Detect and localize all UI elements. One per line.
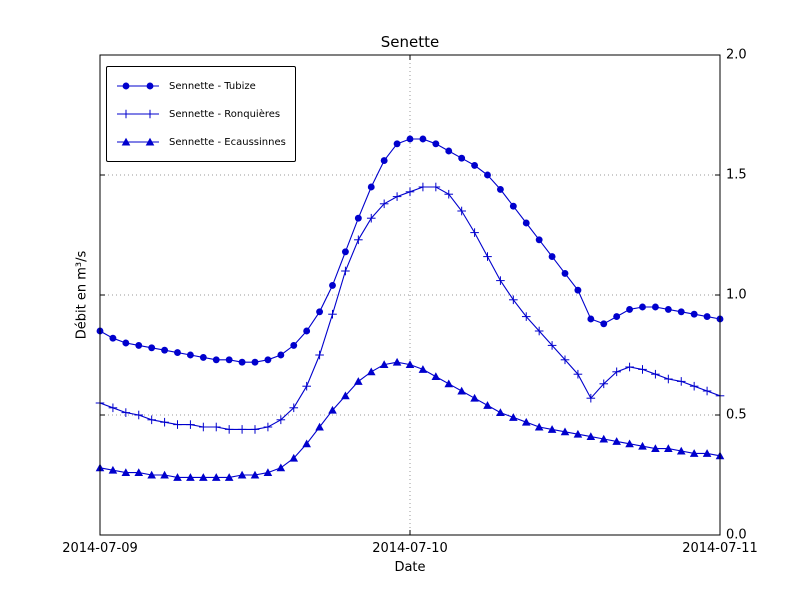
legend-item-ronquieres: Sennette - Ronquières <box>115 100 287 128</box>
series-1 <box>95 182 725 434</box>
y-tick-label-4: 2.0 <box>726 47 747 63</box>
x-tick-label-0: 2014-07-09 <box>62 541 138 556</box>
y-tick-label-1: 0.5 <box>726 407 747 423</box>
x-tick-label-2: 2014-07-11 <box>682 541 758 556</box>
series-0 <box>96 135 724 366</box>
series-2 <box>95 357 725 481</box>
y-tick-label-2: 1.0 <box>726 287 747 303</box>
legend-item-tubize: Sennette - Tubize <box>115 72 287 100</box>
legend: Sennette - Tubize Sennette - Ronquières … <box>106 66 296 162</box>
y-tick-label-0: 0.0 <box>726 527 747 543</box>
y-tick-label-3: 1.5 <box>726 167 747 183</box>
x-axis-label: Date <box>394 560 426 575</box>
legend-label-tubize: Sennette - Tubize <box>169 80 256 92</box>
x-tick-label-1: 2014-07-10 <box>372 541 448 556</box>
chart-title: Senette <box>380 33 440 51</box>
triangle-marker-icon <box>117 137 159 146</box>
legend-label-ecaussinnes: Sennette - Ecaussinnes <box>169 136 286 148</box>
circle-marker-icon <box>117 82 159 90</box>
legend-label-ronquieres: Sennette - Ronquières <box>169 108 281 120</box>
plus-marker-icon <box>117 109 159 119</box>
legend-item-ecaussinnes: Sennette - Ecaussinnes <box>115 128 287 156</box>
y-axis-label: Débit en m³/s <box>74 250 90 340</box>
